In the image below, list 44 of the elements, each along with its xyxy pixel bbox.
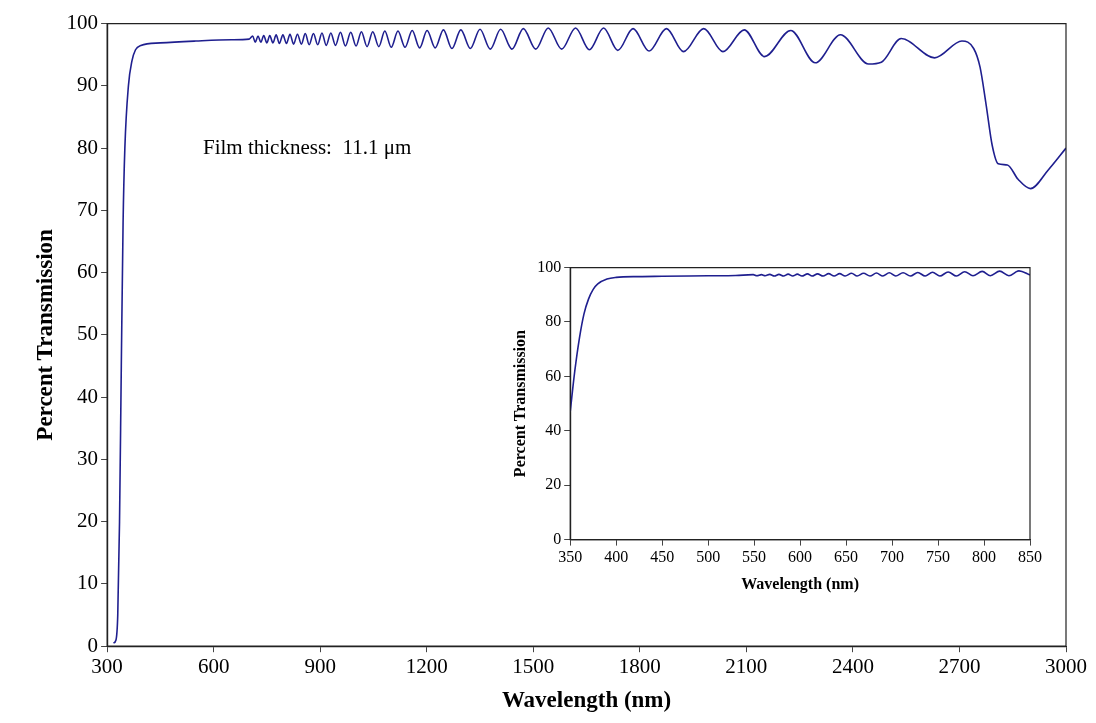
y-tick-label: 40: [77, 383, 99, 408]
x-tick-label: 750: [926, 548, 951, 566]
x-axis-title: Wavelength (nm): [501, 687, 672, 713]
x-tick-label: 550: [742, 548, 767, 566]
x-tick-label: 700: [880, 548, 905, 566]
y-tick-label: 50: [77, 321, 99, 346]
x-tick-label: 350: [558, 548, 583, 566]
x-tick-label: 800: [972, 548, 997, 566]
y-axis-title: Percent Transmission: [510, 329, 528, 478]
x-tick-label: 850: [1018, 548, 1042, 566]
y-tick-label: 90: [77, 72, 99, 97]
x-tick-label: 3000: [1045, 654, 1087, 679]
x-tick-label: 500: [696, 548, 721, 566]
x-tick-label: 1200: [405, 654, 448, 679]
y-tick-label: 70: [77, 196, 99, 221]
y-tick-label: 20: [545, 475, 562, 493]
x-tick-label: 400: [604, 548, 629, 566]
x-tick-label: 1500: [512, 654, 555, 679]
x-tick-label: 650: [834, 548, 859, 566]
y-tick-label: 40: [545, 421, 562, 438]
y-axis-title: Percent Transmission: [31, 228, 57, 441]
y-tick-label: 60: [545, 366, 562, 384]
line-series: [112, 27, 1066, 644]
y-tick-label: 30: [77, 445, 99, 470]
y-tick-label: 0: [553, 529, 562, 547]
x-axis-title: Wavelength (nm): [741, 574, 859, 593]
x-tick-label: 2100: [725, 654, 768, 679]
x-tick-label: 900: [304, 654, 336, 679]
x-tick-label: 600: [788, 548, 813, 566]
x-tick-label: 450: [650, 548, 675, 566]
x-tick-label: 1800: [618, 654, 661, 679]
y-tick-label: 0: [87, 632, 99, 657]
x-tick-label: 300: [91, 654, 123, 679]
y-tick-label: 20: [77, 508, 99, 533]
x-tick-label: 2700: [938, 654, 981, 679]
y-tick-label: 80: [77, 134, 99, 159]
y-tick-label: 100: [66, 10, 99, 35]
y-tick-label: 80: [545, 312, 562, 330]
annotation: Film thickness: 11.1 μm: [202, 135, 412, 160]
y-tick-label: 10: [77, 570, 99, 595]
y-tick-label: 60: [77, 259, 99, 284]
y-tick-label: 100: [537, 257, 562, 275]
x-tick-label: 600: [197, 654, 230, 679]
x-tick-label: 2400: [831, 654, 874, 679]
